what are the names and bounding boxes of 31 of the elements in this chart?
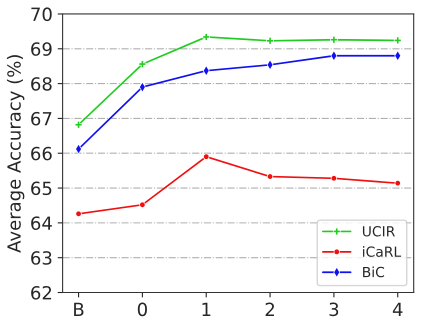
x-tick-label: 3 <box>330 302 338 316</box>
legend-label: UCIR <box>362 226 395 237</box>
x-tick-label: B <box>74 302 84 316</box>
legend-label: iCaRL <box>363 246 402 257</box>
x-tick-label: 2 <box>266 302 274 316</box>
y-tick-label: 62 <box>31 286 52 300</box>
y-tick-label: 66 <box>31 146 52 160</box>
point <box>266 36 274 45</box>
point <box>75 210 82 217</box>
legend-label: BiC <box>363 266 384 278</box>
point <box>203 154 210 160</box>
y-axis-title: Average Accuracy (%) <box>6 55 24 253</box>
y-tick-label: 64 <box>31 216 52 230</box>
point <box>202 33 210 41</box>
point <box>330 36 338 44</box>
point <box>330 175 338 182</box>
point <box>139 202 146 208</box>
y-tick-label: 69 <box>31 42 52 56</box>
y-tick-label: 70 <box>31 7 52 22</box>
y-tick-label: 68 <box>31 77 52 91</box>
x-tick-label: 0 <box>138 302 147 316</box>
point <box>394 36 402 44</box>
point <box>266 173 274 180</box>
x-tick-label: 1 <box>202 302 210 316</box>
point <box>74 120 82 129</box>
y-tick-label: 67 <box>31 112 52 126</box>
point <box>138 60 146 68</box>
y-tick-label: 65 <box>31 182 52 196</box>
x-tick-label: 4 <box>392 302 402 316</box>
point <box>394 180 401 186</box>
y-tick-label: 63 <box>31 251 52 265</box>
